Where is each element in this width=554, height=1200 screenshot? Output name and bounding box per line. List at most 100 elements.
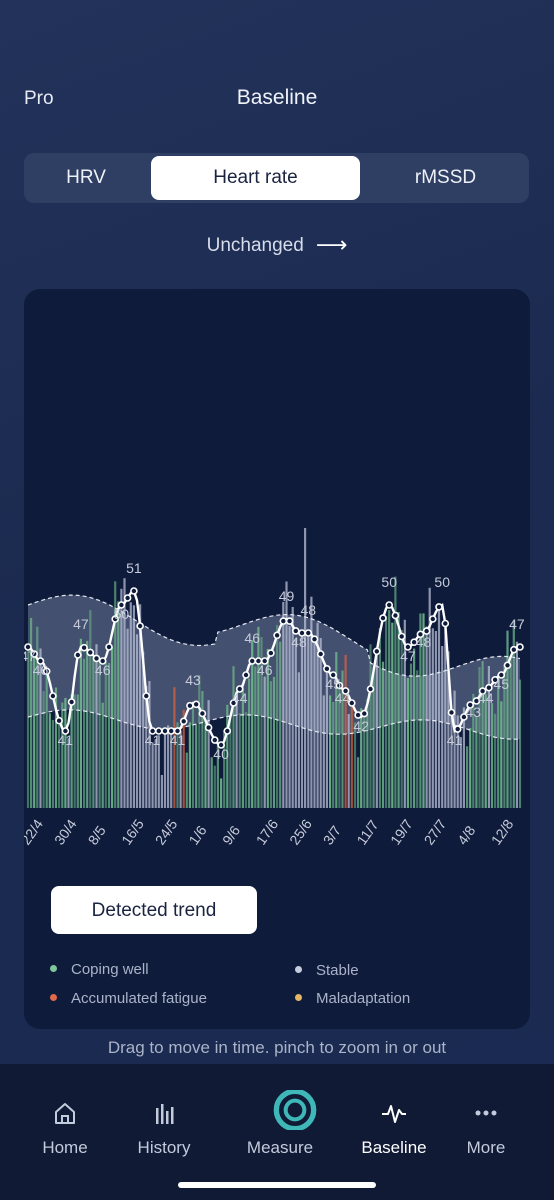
chart-bar (472, 693, 475, 808)
heart-rate-point (466, 701, 475, 709)
chart-bar (48, 713, 51, 808)
heart-rate-point (385, 601, 394, 609)
chart-bar (117, 601, 120, 808)
chart-bar (478, 667, 481, 808)
x-tick-label: 17/6 (253, 816, 282, 848)
chart-bar (260, 637, 263, 808)
chart-bar (132, 605, 135, 808)
chart-bar (350, 705, 353, 808)
heart-rate-point (509, 645, 518, 654)
nav-measure[interactable]: Measure (235, 1064, 325, 1184)
heart-rate-point (111, 615, 119, 623)
point-value-label: 50 (434, 574, 450, 590)
heart-rate-point (98, 657, 107, 665)
heart-rate-point (329, 671, 338, 679)
heart-rate-point (267, 649, 275, 657)
measure-icon (273, 1090, 317, 1130)
chart-bar (447, 651, 450, 808)
more-icon (475, 1110, 497, 1116)
chart-bar (453, 690, 456, 808)
chart-bar (469, 728, 472, 808)
bottom-nav: Home History Measure Baseline More (0, 1064, 554, 1200)
chart-bar (64, 697, 67, 808)
heart-rate-point (379, 614, 387, 622)
chart-bar (329, 695, 332, 808)
chart-bar (251, 640, 254, 808)
tab-rmssd[interactable]: rMSSD (414, 167, 477, 188)
detected-trend-button[interactable]: Detected trend (51, 886, 257, 934)
chart-bar (213, 765, 216, 808)
heart-rate-point (49, 692, 57, 700)
chart-bar (518, 679, 522, 808)
point-value-label: 46 (257, 662, 273, 678)
point-value-label: 41 (58, 732, 74, 748)
chart-bar (369, 644, 372, 808)
heart-rate-point (36, 657, 45, 665)
gesture-hint: Drag to move in time. pinch to zoom in o… (107, 1038, 447, 1057)
chart-bar (500, 701, 503, 808)
tab-heart-rate[interactable]: Heart rate (151, 156, 360, 200)
x-tick-label: 4/8 (454, 822, 478, 847)
chart-bar (30, 617, 33, 808)
nav-history[interactable]: History (119, 1064, 209, 1184)
heart-rate-point (304, 629, 313, 637)
chart-bar (195, 724, 198, 808)
chart-bar (185, 752, 188, 808)
heart-rate-point (397, 632, 406, 641)
x-tick-label: 30/4 (51, 816, 80, 848)
point-value-label: 45 (494, 676, 510, 692)
chart-bar (279, 641, 282, 808)
x-tick-label: 11/7 (353, 817, 381, 848)
chart-bar (142, 651, 145, 808)
tab-hrv[interactable]: HRV (66, 167, 106, 188)
baseline-band (28, 595, 520, 740)
chart-bar (419, 613, 422, 808)
nav-more[interactable]: More (441, 1064, 531, 1184)
heart-rate-point (316, 650, 325, 658)
chart-bar (291, 607, 294, 808)
x-tick-label: 3/7 (320, 822, 344, 847)
chart-bar (503, 665, 506, 808)
point-value-label: 47 (24, 648, 36, 664)
point-value-label: 45 (325, 676, 341, 692)
heart-rate-point (242, 671, 250, 679)
chart-bar (104, 660, 107, 808)
chart-bar (484, 694, 487, 808)
chart-bar (276, 625, 279, 808)
baseline-icon (382, 1105, 406, 1123)
chart-bar (360, 708, 363, 808)
legend-dot-maladaptation (295, 994, 302, 1001)
heart-rate-point (179, 717, 188, 726)
chart-bar (107, 663, 111, 808)
chart-bar (101, 702, 104, 808)
chart-bar (61, 702, 64, 808)
trend-status[interactable]: Unchanged ⟶ (0, 232, 554, 258)
chart-bar (123, 578, 126, 808)
point-value-label: 47 (509, 616, 525, 632)
chart-bar (466, 746, 469, 808)
heart-rate-point (248, 657, 256, 665)
chart-bar (139, 604, 142, 808)
trend-status-label: Unchanged (206, 235, 304, 256)
history-icon (156, 1104, 174, 1124)
heart-rate-point (105, 643, 113, 651)
chart-bar (397, 612, 400, 808)
chart-bar (285, 581, 288, 808)
heart-rate-point (516, 643, 524, 651)
heart-rate-point (485, 683, 493, 692)
heart-rate-point (435, 603, 443, 611)
nav-baseline[interactable]: Baseline (349, 1064, 439, 1184)
chart-bar (216, 745, 219, 808)
chart-bar (428, 587, 431, 808)
chart-card[interactable]: 47 46 41 47 46 50 51 41 41 43 40 44 46 46 49 48 48 45 44 42… (24, 289, 530, 1029)
heart-rate-point (279, 617, 288, 625)
pro-label[interactable]: Pro (24, 88, 54, 109)
chart-bar (51, 719, 54, 808)
chart-bar (111, 646, 114, 808)
chart-bar (313, 636, 316, 808)
heart-rate-point (55, 716, 63, 725)
heart-rate-point (323, 664, 331, 673)
chart-bar (300, 632, 304, 808)
nav-home[interactable]: Home (20, 1064, 110, 1184)
